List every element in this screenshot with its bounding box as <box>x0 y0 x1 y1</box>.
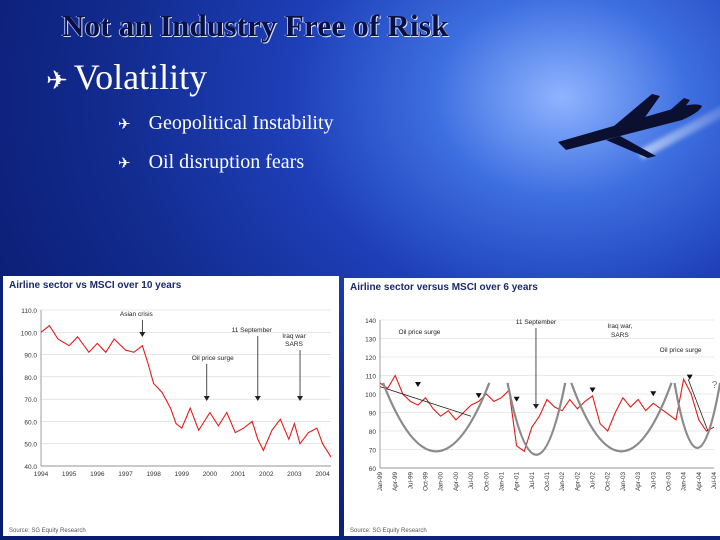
x-tick-label: Jul-01 <box>529 472 536 490</box>
y-tick-label: 80 <box>369 429 377 436</box>
down-marker <box>514 397 520 402</box>
x-tick-label: Apr-01 <box>514 472 521 491</box>
trend-line <box>380 387 471 417</box>
y-tick-label: 100 <box>365 392 376 399</box>
annotation-arrowhead <box>255 396 261 401</box>
x-tick-label: Jan-02 <box>559 472 566 492</box>
annotation-label: Iraq war, <box>607 323 632 330</box>
airplane-photo <box>556 90 706 160</box>
annotation-arrowhead <box>204 396 210 401</box>
x-tick-label: Jul-04 <box>711 472 718 490</box>
y-tick-label: 60 <box>369 466 377 473</box>
chart-10-years-plot: 40.0 50.0 60.0 70.0 80.0 90.0 100.0 110.0 1994 19… <box>3 288 339 532</box>
x-tick-label: Oct-03 <box>665 472 672 491</box>
chart-10-years: Airline sector vs MSCI over 10 years 40.… <box>3 276 339 536</box>
sub-bullet-text: Geopolitical Instability <box>149 112 334 134</box>
x-tick-label: Oct-02 <box>605 472 612 491</box>
x-tick-label: Jan-99 <box>377 472 384 492</box>
slide-title: Not an Industry Free of Risk <box>62 8 449 44</box>
y-tick-label: 60.0 <box>24 419 37 426</box>
airplane-icon: ✈ <box>118 154 131 172</box>
annotation-arrowhead <box>533 404 539 409</box>
x-tick-label: 1994 <box>34 471 49 478</box>
annotation-arrowhead <box>297 396 303 401</box>
annotation-label: 11 September <box>516 319 557 326</box>
y-tick-label: 90.0 <box>24 353 37 360</box>
series-line <box>380 376 714 452</box>
annotation-label: Asian crisis <box>120 311 154 318</box>
y-tick-label: 110 <box>366 374 377 381</box>
x-tick-label: Jan-04 <box>681 472 688 492</box>
y-tick-label: 140 <box>365 318 376 325</box>
y-tick-label: 90 <box>369 411 377 418</box>
x-tick-label: Jan-01 <box>498 472 505 492</box>
x-tick-label: 1996 <box>90 471 105 478</box>
chart-source: Source: SG Equity Research <box>350 528 427 534</box>
y-tick-label: 130 <box>365 337 376 344</box>
sub-bullet-text: Oil disruption fears <box>149 151 305 173</box>
x-tick-label: 2004 <box>315 471 330 478</box>
x-tick-label: 2001 <box>231 471 246 478</box>
x-tick-label: 1999 <box>175 471 190 478</box>
x-tick-label: Apr-03 <box>635 472 642 491</box>
down-marker <box>476 393 482 398</box>
down-marker <box>687 375 693 380</box>
trend-line <box>688 379 708 431</box>
x-tick-label: Jan-03 <box>620 472 627 492</box>
annotation-arrowhead <box>139 332 145 337</box>
annotation-label: Oil price surge <box>660 347 702 354</box>
y-tick-label: 110.0 <box>21 308 37 315</box>
chart-6-years: Airline sector versus MSCI over 6 years … <box>344 278 720 536</box>
x-tick-label: Apr-04 <box>696 472 703 491</box>
airplane-icon: ✈ <box>46 66 68 96</box>
cycle-arc <box>571 383 671 451</box>
x-tick-label: 1998 <box>146 471 161 478</box>
chart-source: Source: SG Equity Research <box>9 528 86 534</box>
bullet-text: Volatility <box>74 57 207 97</box>
y-tick-label: 120 <box>365 355 376 362</box>
x-tick-label: Oct-00 <box>483 472 490 491</box>
chart-6-years-plot: 60 70 80 90 100 110 120 130 140 Jan-99 Apr-99 Jul-9… <box>344 290 720 532</box>
y-tick-label: 80.0 <box>24 375 37 382</box>
y-tick-label: 100.0 <box>21 330 38 337</box>
x-tick-label: Oct-01 <box>544 472 551 491</box>
x-tick-label: Jul-02 <box>590 472 597 490</box>
x-tick-label: 1997 <box>118 471 133 478</box>
down-marker <box>415 382 421 387</box>
x-tick-label: Jan-00 <box>438 472 445 492</box>
y-tick-label: 70 <box>369 448 377 455</box>
y-tick-label: 70.0 <box>24 397 37 404</box>
x-tick-label: 2000 <box>203 471 218 478</box>
x-tick-label: Apr-99 <box>392 472 399 491</box>
sub-bullet-oil: ✈ Oil disruption fears <box>118 151 304 174</box>
annotation-label: Oil price surge <box>192 355 234 362</box>
annotation-label: 11 September <box>232 327 273 334</box>
bullet-volatility: ✈ Volatility <box>46 56 207 98</box>
y-tick-label: 50.0 <box>24 442 37 449</box>
x-tick-label: Oct-99 <box>423 472 430 491</box>
sub-bullet-geopolitical: ✈ Geopolitical Instability <box>118 112 334 135</box>
x-tick-label: Jul-00 <box>468 472 475 490</box>
annotation-label: SARS <box>611 332 629 339</box>
annotation-label: Iraq war <box>282 333 306 340</box>
annotation-label: ? <box>712 380 718 391</box>
airplane-icon: ✈ <box>118 115 131 133</box>
annotation-label: SARS <box>285 341 303 348</box>
x-tick-label: Jul-03 <box>650 472 657 490</box>
x-tick-label: 2002 <box>259 471 274 478</box>
y-tick-label: 40.0 <box>24 464 37 471</box>
x-tick-label: Jul-99 <box>407 472 414 490</box>
x-tick-label: Apr-00 <box>453 472 460 491</box>
x-tick-label: 2003 <box>287 471 302 478</box>
x-tick-label: Apr-02 <box>574 472 581 491</box>
down-marker <box>590 388 596 393</box>
annotation-label: Oil price surge <box>399 329 441 336</box>
x-tick-label: 1995 <box>62 471 77 478</box>
